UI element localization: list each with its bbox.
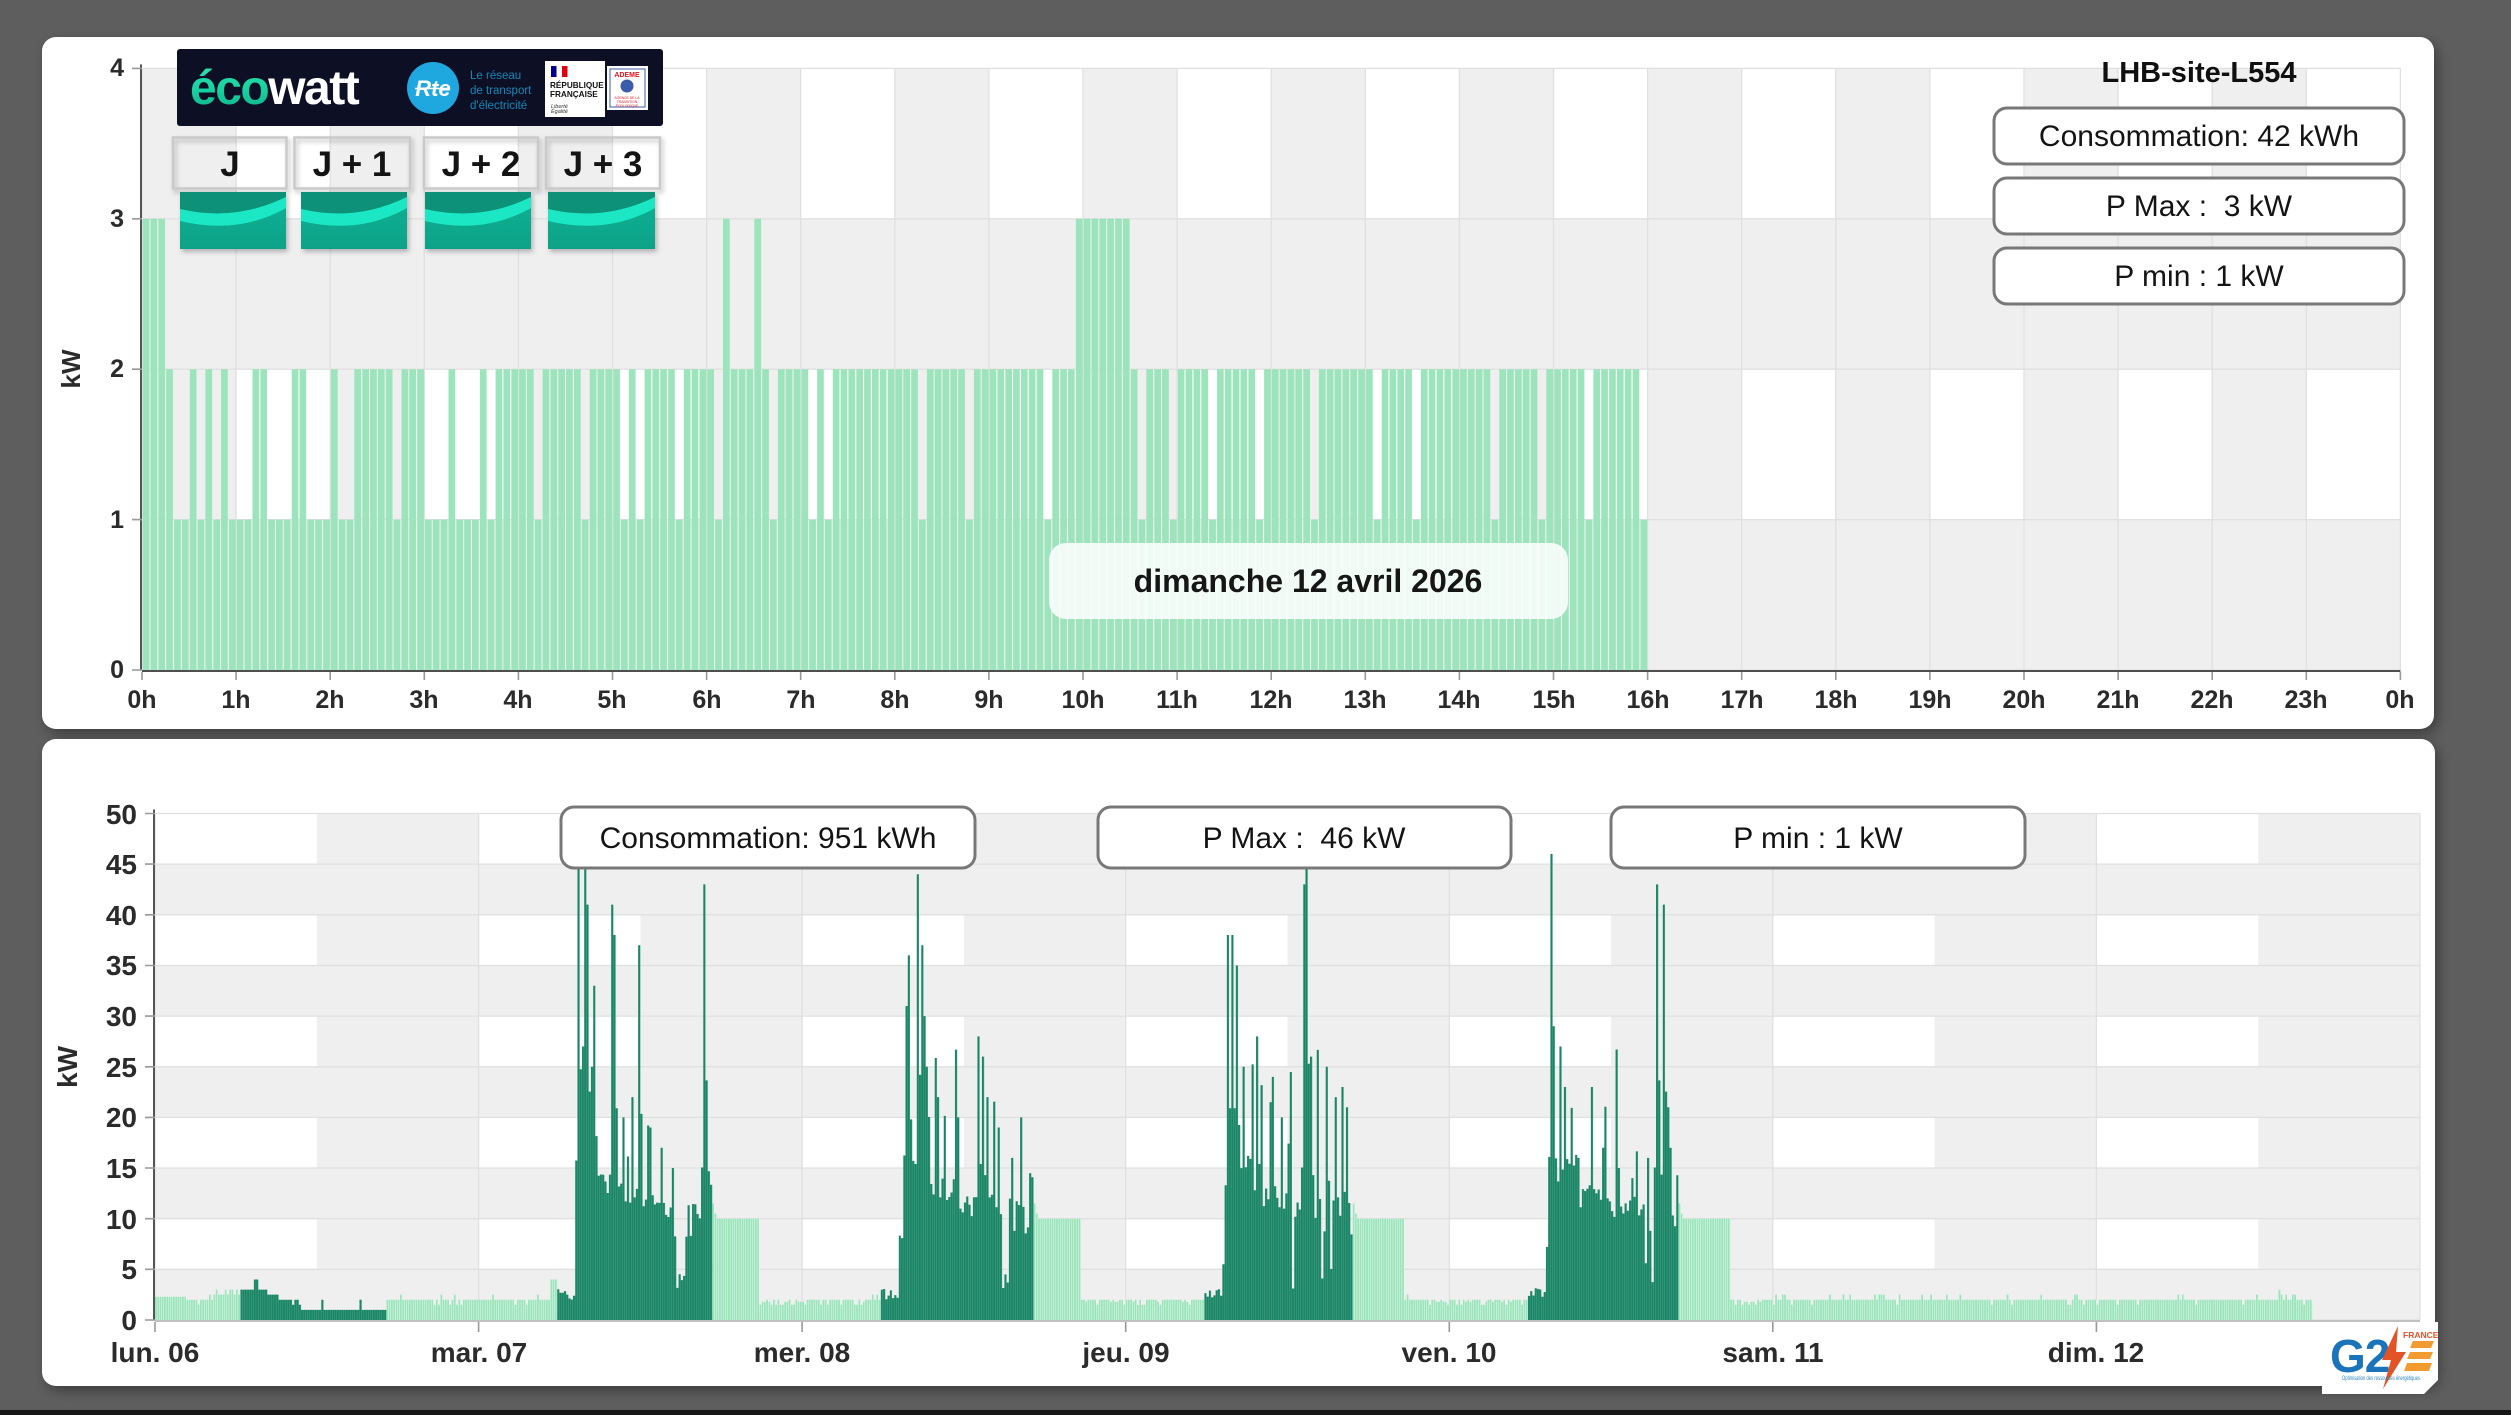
svg-text:dimanche 12 avril 2026: dimanche 12 avril 2026 <box>1134 563 1483 599</box>
svg-text:J + 1: J + 1 <box>313 145 392 184</box>
svg-text:d'électricité: d'électricité <box>470 100 527 112</box>
svg-text:J + 3: J + 3 <box>564 145 643 184</box>
svg-text:Optimisation des ressources én: Optimisation des ressources énergétiques <box>2342 1376 2420 1382</box>
svg-text:mer. 08: mer. 08 <box>754 1337 851 1368</box>
svg-text:P Max : 46 kW: P Max : 46 kW <box>1203 822 1407 855</box>
svg-text:17h: 17h <box>1720 686 1763 714</box>
svg-text:P min : 1 kW: P min : 1 kW <box>2114 260 2284 293</box>
svg-text:TRANSITION: TRANSITION <box>617 100 638 104</box>
svg-text:0: 0 <box>110 656 124 684</box>
svg-text:13h: 13h <box>1343 686 1386 714</box>
svg-text:20: 20 <box>106 1102 137 1133</box>
svg-text:RÉPUBLIQUE: RÉPUBLIQUE <box>550 80 604 90</box>
svg-text:35: 35 <box>106 950 137 981</box>
svg-text:P min : 1 kW: P min : 1 kW <box>1733 822 1903 855</box>
svg-text:7h: 7h <box>786 686 815 714</box>
svg-text:AGENCE DE LA: AGENCE DE LA <box>614 96 640 100</box>
svg-text:mar. 07: mar. 07 <box>431 1337 528 1368</box>
svg-text:FRANÇAISE: FRANÇAISE <box>550 90 598 99</box>
svg-text:0h: 0h <box>127 686 156 714</box>
svg-text:lun. 06: lun. 06 <box>111 1337 200 1368</box>
svg-text:P Max : 3 kW: P Max : 3 kW <box>2106 190 2293 223</box>
svg-text:0h: 0h <box>2385 686 2414 714</box>
svg-text:Égalité: Égalité <box>551 108 568 115</box>
svg-text:Consommation: 951 kWh: Consommation: 951 kWh <box>600 822 937 855</box>
svg-text:jeu. 09: jeu. 09 <box>1081 1337 1169 1368</box>
svg-text:6h: 6h <box>692 686 721 714</box>
svg-text:15h: 15h <box>1532 686 1575 714</box>
svg-text:18h: 18h <box>1814 686 1857 714</box>
svg-text:10h: 10h <box>1061 686 1104 714</box>
svg-text:Consommation: 42 kWh: Consommation: 42 kWh <box>2039 120 2359 153</box>
svg-text:kW: kW <box>52 1045 83 1088</box>
svg-text:de transport: de transport <box>470 85 532 97</box>
svg-text:21h: 21h <box>2096 686 2139 714</box>
svg-text:J + 2: J + 2 <box>442 145 521 184</box>
svg-text:kW: kW <box>56 349 86 388</box>
svg-text:4: 4 <box>110 54 124 82</box>
svg-text:dim. 12: dim. 12 <box>2048 1337 2144 1368</box>
svg-text:Le réseau: Le réseau <box>470 70 521 82</box>
svg-text:ÉCOLOGIQUE: ÉCOLOGIQUE <box>616 103 640 108</box>
svg-text:10: 10 <box>106 1204 137 1235</box>
svg-text:4h: 4h <box>503 686 532 714</box>
svg-text:ven. 10: ven. 10 <box>1402 1337 1497 1368</box>
svg-text:Liberté: Liberté <box>551 104 568 110</box>
svg-text:50: 50 <box>106 799 137 830</box>
svg-text:40: 40 <box>106 900 137 931</box>
svg-text:écowatt: écowatt <box>190 62 360 115</box>
svg-text:30: 30 <box>106 1001 137 1032</box>
svg-text:3h: 3h <box>409 686 438 714</box>
svg-text:G2: G2 <box>2330 1330 2389 1382</box>
svg-text:20h: 20h <box>2002 686 2045 714</box>
svg-text:0: 0 <box>121 1305 137 1336</box>
svg-text:12h: 12h <box>1249 686 1292 714</box>
svg-text:sam. 11: sam. 11 <box>1722 1337 1823 1368</box>
svg-text:ADEME: ADEME <box>614 72 640 79</box>
svg-text:5: 5 <box>121 1254 137 1285</box>
svg-text:45: 45 <box>106 849 137 880</box>
svg-text:1h: 1h <box>221 686 250 714</box>
svg-text:1: 1 <box>110 506 124 534</box>
svg-text:5h: 5h <box>597 686 626 714</box>
svg-text:11h: 11h <box>1156 686 1198 714</box>
svg-text:2h: 2h <box>315 686 344 714</box>
svg-text:8h: 8h <box>880 686 909 714</box>
svg-text:3: 3 <box>110 205 124 233</box>
svg-text:16h: 16h <box>1626 686 1669 714</box>
svg-text:LHB-site-L554: LHB-site-L554 <box>2102 57 2297 89</box>
svg-text:2: 2 <box>110 355 124 383</box>
svg-text:9h: 9h <box>974 686 1003 714</box>
svg-text:J: J <box>220 145 239 184</box>
svg-text:23h: 23h <box>2284 686 2327 714</box>
svg-text:FRANCE: FRANCE <box>2403 1330 2439 1340</box>
svg-text:22h: 22h <box>2190 686 2233 714</box>
svg-text:25: 25 <box>106 1052 137 1083</box>
svg-text:19h: 19h <box>1908 686 1951 714</box>
svg-text:14h: 14h <box>1437 686 1480 714</box>
svg-text:15: 15 <box>106 1153 137 1184</box>
